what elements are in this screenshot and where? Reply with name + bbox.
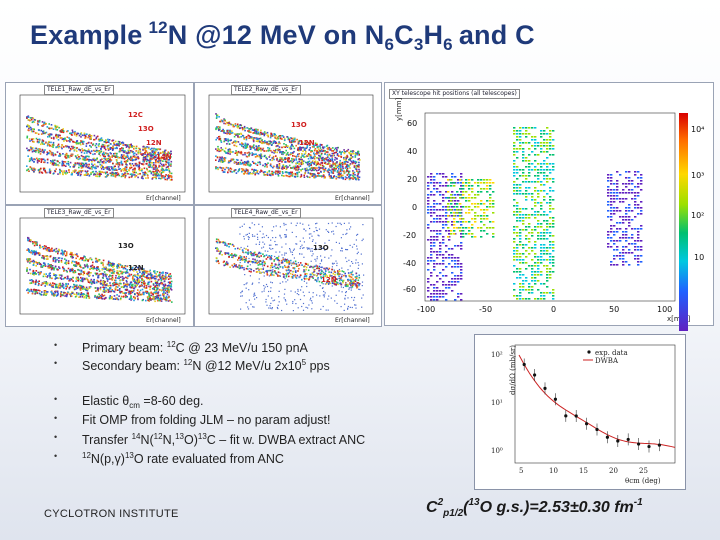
position-plot: XY telescope hit positions (all telescop… bbox=[384, 82, 714, 331]
title-suffix: and C bbox=[458, 20, 535, 50]
tele1-iso-12C: 12C bbox=[128, 111, 143, 119]
y-tick-60: 60 bbox=[407, 119, 418, 128]
tele1-title: TELE1_Raw_dE_vs_Er bbox=[44, 85, 114, 95]
x-tick-0: 0 bbox=[551, 305, 557, 314]
bullet-dot: • bbox=[54, 358, 58, 368]
tele2-title: TELE2_Raw_dE_vs_Er bbox=[231, 85, 301, 95]
tele1-iso-14N: 14N bbox=[156, 153, 172, 161]
tele2-plot bbox=[208, 94, 374, 193]
dwba-legend-exp: exp. data bbox=[595, 349, 628, 357]
y-tick-m40: -40 bbox=[403, 259, 417, 268]
position-xlabel: x[mm] bbox=[667, 315, 690, 323]
y-tick-m60: -60 bbox=[403, 285, 417, 294]
dwba-xtick-10: 10 bbox=[549, 467, 558, 475]
anc-result: C2p1/2(13O g.s.)=2.53±0.30 fm-1 bbox=[426, 497, 643, 519]
dwba-xtick-20: 20 bbox=[609, 467, 618, 475]
tele4-title: TELE4_Raw_dE_vs_Er bbox=[231, 208, 301, 218]
dwba-xtick-5: 5 bbox=[519, 467, 524, 475]
tele3-iso-12N: 12N bbox=[128, 264, 144, 272]
dwba-legend-dwba: DWBA bbox=[595, 357, 619, 365]
title-sub-1: 6 bbox=[384, 35, 395, 54]
bullet-dot: • bbox=[54, 340, 58, 350]
tele3-panel: TELE3_Raw_dE_vs_Er Er[channel] 13O 12N bbox=[5, 205, 194, 327]
y-tick-m20: -20 bbox=[403, 231, 417, 240]
tele4-xlabel: Er[channel] bbox=[335, 317, 370, 324]
bullet-dot: • bbox=[54, 394, 58, 404]
dwba-chart bbox=[514, 344, 676, 464]
bullet-dot: • bbox=[54, 413, 58, 423]
tele4-panel: TELE4_Raw_dE_vs_Er Er[channel] 13O 12N bbox=[194, 205, 382, 327]
title-mass-number: 12 bbox=[148, 18, 168, 37]
tele2-iso-13O: 13O bbox=[291, 121, 307, 129]
bullet-dot: • bbox=[54, 451, 58, 461]
dwba-ytick-1e1: 10¹ bbox=[491, 399, 503, 407]
z-tick-1e3: 10³ bbox=[691, 171, 705, 180]
tele4-plot bbox=[208, 217, 374, 315]
x-tick-m50: -50 bbox=[479, 305, 493, 314]
y-tick-20: 20 bbox=[407, 175, 418, 184]
dwba-xtick-15: 15 bbox=[579, 467, 588, 475]
bullet-dot: • bbox=[54, 432, 58, 442]
y-tick-40: 40 bbox=[407, 147, 418, 156]
institute-footer: CYCLOTRON INSTITUTE bbox=[44, 508, 179, 520]
x-tick-100: 100 bbox=[657, 305, 673, 314]
tele1-xlabel: Er[channel] bbox=[146, 195, 181, 202]
tele1-plot bbox=[19, 94, 186, 193]
dwba-plot: dσ/dΩ (mb/sr) θcm (deg) exp. data DWBA 1… bbox=[474, 334, 686, 490]
tele4-iso-12N: 12N bbox=[321, 276, 337, 284]
z-tick-1e2: 10² bbox=[691, 211, 705, 220]
dwba-ylabel: dσ/dΩ (mb/sr) bbox=[509, 344, 517, 395]
position-hits bbox=[424, 112, 676, 302]
tele1-panel: TELE1_Raw_dE_vs_Er Er[channel] 13O 12N 1… bbox=[5, 82, 194, 205]
dwba-ytick-1e0: 10⁰ bbox=[491, 447, 503, 455]
dwba-xlabel: θcm (deg) bbox=[625, 477, 661, 485]
title-hydrogen: H bbox=[423, 20, 444, 50]
tele1-iso-13O: 13O bbox=[138, 125, 154, 133]
tele2-iso-12N: 12N bbox=[299, 139, 315, 147]
x-tick-50: 50 bbox=[609, 305, 620, 314]
slide-title: Example 12N @12 MeV on N6C3H6 and C bbox=[30, 18, 535, 55]
z-tick-10: 10 bbox=[694, 253, 705, 262]
dwba-xtick-25: 25 bbox=[639, 467, 648, 475]
title-prefix: Example bbox=[30, 20, 143, 50]
dwba-ytick-1e2: 10² bbox=[491, 351, 503, 359]
z-tick-1e4: 10⁴ bbox=[691, 125, 705, 134]
title-carbon: C bbox=[394, 20, 414, 50]
tele1-iso-12N: 12N bbox=[146, 139, 162, 147]
title-sub-2: 3 bbox=[413, 35, 424, 54]
color-scale-bar bbox=[679, 113, 688, 331]
tele3-xlabel: Er[channel] bbox=[146, 317, 181, 324]
position-plot-title: XY telescope hit positions (all telescop… bbox=[389, 89, 520, 99]
tele3-title: TELE3_Raw_dE_vs_Er bbox=[44, 208, 114, 218]
tele2-panel: TELE2_Raw_dE_vs_Er Er[channel] 13O 12N bbox=[194, 82, 382, 205]
tele4-iso-13O: 13O bbox=[313, 244, 329, 252]
tele3-plot bbox=[19, 217, 186, 315]
x-tick-m100: -100 bbox=[417, 305, 436, 314]
tele3-iso-13O: 13O bbox=[118, 242, 134, 250]
tele2-xlabel: Er[channel] bbox=[335, 195, 370, 202]
title-sub-3: 6 bbox=[443, 35, 453, 54]
y-tick-0: 0 bbox=[412, 203, 418, 212]
position-ylabel: y[mm] bbox=[395, 97, 403, 121]
title-nucleus: N @12 MeV on N bbox=[167, 20, 385, 50]
